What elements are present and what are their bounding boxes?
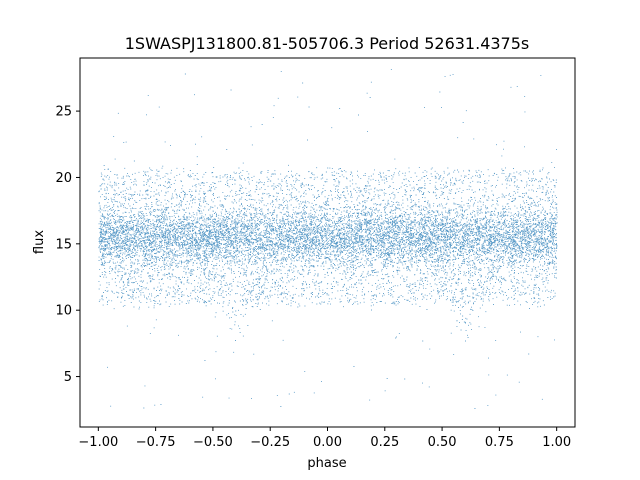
x-tick-label: 0.00 <box>313 435 342 450</box>
x-tick-label: −1.00 <box>78 435 118 450</box>
x-tick-label: −0.75 <box>136 435 176 450</box>
x-axis: −1.00 −0.75 −0.50 −0.25 0.00 0.25 0.50 0.75 1.00 <box>78 427 571 450</box>
series-points <box>98 69 558 409</box>
x-tick-label: −0.25 <box>250 435 290 450</box>
y-tick-label: 25 <box>55 105 72 120</box>
x-axis-label: phase <box>307 456 346 471</box>
y-tick-label: 10 <box>55 304 72 319</box>
x-tick-label: −0.50 <box>193 435 233 450</box>
y-tick-label: 20 <box>55 171 72 186</box>
x-tick-label: 0.75 <box>485 435 514 450</box>
y-axis: 5 10 15 20 25 <box>55 105 80 385</box>
x-tick-label: 1.00 <box>542 435 571 450</box>
y-tick-label: 15 <box>55 237 72 252</box>
plot-frame <box>79 57 576 428</box>
data-points <box>98 69 558 409</box>
chart-title: 1SWASPJ131800.81-505706.3 Period 52631.4… <box>125 34 530 53</box>
x-tick-label: 0.25 <box>370 435 399 450</box>
y-tick-label: 5 <box>64 370 72 385</box>
y-axis-label: flux <box>32 230 47 254</box>
x-tick-label: 0.50 <box>428 435 457 450</box>
